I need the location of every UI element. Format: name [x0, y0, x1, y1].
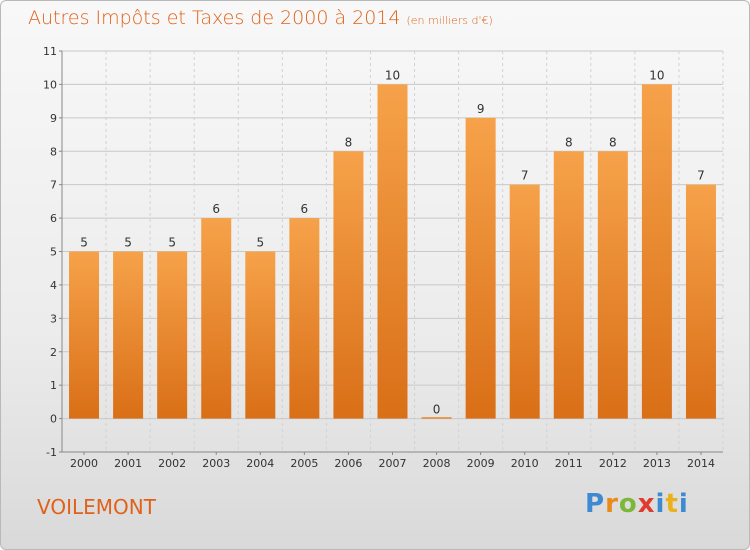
value-label: 6	[212, 202, 220, 216]
y-tick-label: 11	[43, 45, 57, 58]
x-tick-label: 2003	[202, 457, 230, 470]
value-label: 0	[433, 403, 441, 417]
x-tick-label: 2014	[687, 457, 715, 470]
commune-name: VOILEMONT	[37, 495, 156, 519]
value-label: 10	[385, 68, 400, 82]
proxiti-logo: Proxiti	[585, 489, 689, 519]
x-tick-label: 2010	[511, 457, 539, 470]
bars	[69, 84, 716, 419]
value-label: 8	[609, 135, 617, 149]
bar	[69, 251, 100, 419]
value-label: 6	[301, 202, 309, 216]
axes	[59, 50, 723, 455]
y-tick-label: -1	[46, 446, 57, 459]
x-tick-label: 2004	[246, 457, 274, 470]
bar	[465, 117, 496, 419]
bar	[289, 218, 320, 419]
bar	[157, 251, 188, 419]
y-tick-label: 2	[50, 346, 57, 359]
value-label: 9	[477, 102, 485, 116]
x-tick-label: 2009	[467, 457, 495, 470]
bar	[377, 84, 408, 419]
x-tick-label: 2008	[423, 457, 451, 470]
chart-title-text: Autres Impôts et Taxes de 2000 à 2014	[28, 7, 401, 29]
value-label: 5	[168, 236, 176, 250]
y-tick-label: 7	[50, 179, 57, 192]
x-tick-label: 2006	[334, 457, 362, 470]
y-tick-label: 1	[50, 379, 57, 392]
y-tick-label: 10	[43, 78, 57, 91]
y-tick-label: 5	[50, 246, 57, 259]
value-label: 10	[649, 68, 664, 82]
bar	[597, 151, 628, 419]
value-label: 5	[124, 236, 132, 250]
x-tick-label: 2012	[599, 457, 627, 470]
value-label: 7	[521, 169, 529, 183]
x-tick-label: 2011	[555, 457, 583, 470]
y-tick-label: 8	[50, 145, 57, 158]
y-tick-label: 9	[50, 112, 57, 125]
bar	[641, 84, 672, 419]
labels: -1 0 1 2 3 4 5 6 7 8 9 10 11 5 2000 5 2001 5 2002 6 2003 5 200…	[43, 45, 715, 470]
x-tick-label: 2007	[379, 457, 407, 470]
bar	[245, 251, 276, 419]
bar	[553, 151, 584, 419]
bar	[509, 184, 540, 419]
chart-title: Autres Impôts et Taxes de 2000 à 2014 (en…	[28, 7, 493, 29]
y-tick-label: 6	[50, 212, 57, 225]
bar	[113, 251, 144, 419]
x-tick-label: 2013	[643, 457, 671, 470]
y-tick-label: 3	[50, 312, 57, 325]
x-tick-label: 2001	[114, 457, 142, 470]
bar	[333, 151, 364, 419]
bar	[421, 417, 452, 419]
value-label: 7	[697, 169, 705, 183]
value-label: 8	[565, 135, 573, 149]
value-label: 8	[345, 135, 353, 149]
x-tick-label: 2002	[158, 457, 186, 470]
x-tick-label: 2000	[70, 457, 98, 470]
y-tick-label: 0	[50, 413, 57, 426]
x-tick-label: 2005	[290, 457, 318, 470]
y-tick-label: 4	[50, 279, 57, 292]
bar	[685, 184, 716, 419]
bar	[201, 218, 232, 419]
value-label: 5	[256, 236, 264, 250]
value-label: 5	[80, 236, 88, 250]
chart-unit: (en milliers d'€)	[406, 14, 493, 27]
